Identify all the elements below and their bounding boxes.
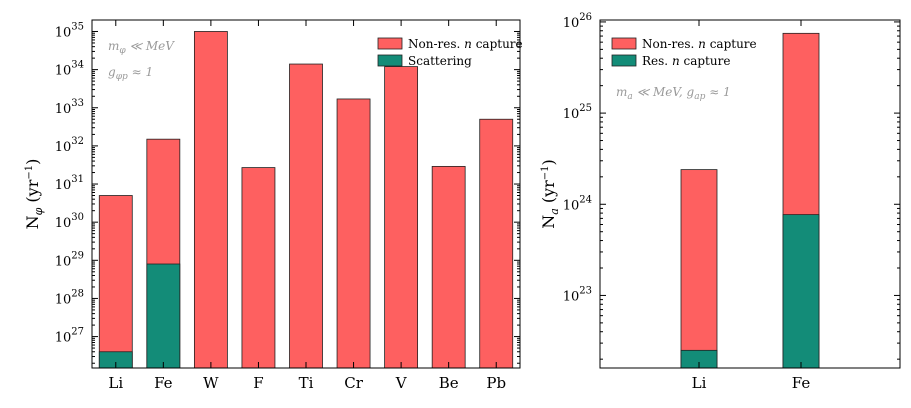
- y-tick-label: 1035: [55, 21, 84, 40]
- x-category-label: Li: [108, 374, 123, 392]
- y-tick-label: 1030: [55, 212, 84, 231]
- left-legend: Non-res. n capture Scattering: [377, 37, 523, 68]
- y-tick-label: 1027: [55, 327, 84, 346]
- right-legend-label-nonres: Non-res. n capture: [642, 37, 757, 51]
- right-note-mass-coupling: ma ≪ MeV, gap ≈ 1: [616, 85, 731, 102]
- left-y-axis-label: Nφ (yr−1): [23, 159, 45, 230]
- right-chart: 1023 1024 1025 1026 Li Fe Na (yr−1) ma ≪ MeV…: [539, 12, 901, 392]
- y-tick-label: 1033: [55, 98, 84, 117]
- x-category-label: F: [253, 374, 263, 392]
- right-plot-frame: [599, 19, 901, 369]
- y-tick-label: 1032: [55, 136, 84, 155]
- right-legend-label-res: Res. n capture: [642, 54, 730, 68]
- bar-f-nonres: [241, 167, 276, 369]
- bar-w-nonres: [193, 31, 228, 369]
- x-category-label: Be: [439, 374, 459, 392]
- left-note-coupling: gφp ≈ 1: [108, 65, 153, 82]
- bar-ti-nonres: [289, 63, 323, 369]
- x-category-label: Cr: [344, 374, 363, 392]
- x-category-label: V: [395, 374, 408, 392]
- bar-be-nonres: [431, 165, 466, 369]
- right-legend-swatch-nonres: [611, 37, 637, 50]
- y-tick-label: 1028: [55, 288, 84, 307]
- x-category-label: Pb: [486, 374, 506, 392]
- y-tick-label: 1024: [563, 194, 592, 213]
- right-y-axis-label: Na (yr−1): [539, 159, 561, 229]
- right-legend-swatch-res: [611, 54, 637, 67]
- x-category-label: Fe: [792, 374, 811, 392]
- bar-v-nonres: [384, 66, 419, 369]
- x-category-label: W: [203, 374, 219, 392]
- left-legend-label-nonres: Non-res. n capture: [408, 37, 523, 51]
- bar-pb-nonres: [479, 118, 514, 369]
- y-tick-label: 1029: [55, 250, 84, 269]
- bar-fe-scattering: [146, 263, 181, 369]
- bar-li-nonres: [680, 169, 718, 369]
- left-legend-swatch-scattering: [377, 54, 403, 67]
- left-y-ticks: 1027 1028 1029 1030 1031 1032 1033 1034 1035: [55, 19, 520, 364]
- right-legend: Non-res. n capture Res. n capture: [611, 37, 757, 68]
- y-tick-label: 1023: [563, 285, 592, 304]
- left-legend-swatch-nonres: [377, 37, 403, 50]
- left-bars: [98, 31, 514, 369]
- y-tick-label: 1025: [563, 103, 592, 122]
- x-category-label: Li: [692, 374, 707, 392]
- bar-fe-res: [782, 214, 820, 369]
- x-category-label: Fe: [154, 374, 173, 392]
- right-bars: [680, 32, 820, 369]
- left-chart: 1027 1028 1029 1030 1031 1032 1033 1034 1035 Li F…: [23, 19, 523, 392]
- left-plot-frame: [91, 19, 521, 369]
- bar-li-nonres: [98, 195, 133, 369]
- left-note-mass: mφ ≪ MeV: [108, 39, 175, 56]
- left-legend-label-scattering: Scattering: [408, 54, 472, 68]
- y-tick-label: 1026: [563, 12, 592, 31]
- right-x-ticks: Li Fe: [692, 20, 811, 392]
- x-category-label: Ti: [299, 374, 314, 392]
- y-tick-label: 1031: [55, 174, 84, 193]
- left-x-ticks: Li Fe W F Ti Cr V Be Pb: [108, 20, 506, 392]
- bar-cr-nonres: [336, 98, 371, 369]
- y-tick-label: 1034: [55, 60, 84, 79]
